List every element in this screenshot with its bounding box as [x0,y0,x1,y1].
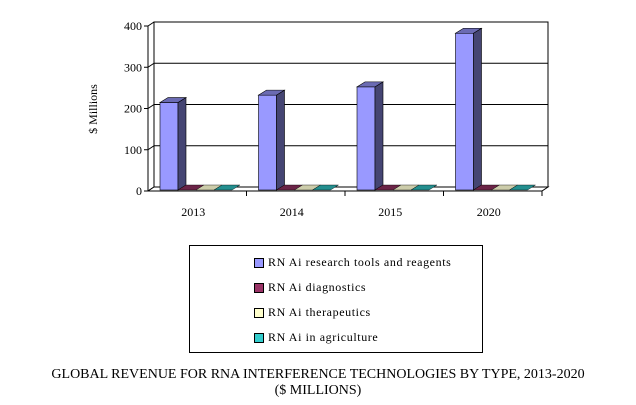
legend-item: RN Ai diagnostics [254,280,366,295]
y-tick-label: 200 [124,102,142,116]
legend-item: RN Ai in agriculture [254,330,378,345]
gridline-depth [147,104,155,109]
bar-top [355,81,385,88]
plot-floor [146,186,550,192]
y-tick-label: 100 [124,143,142,157]
legend-swatch-agriculture [254,332,264,343]
bar-zero [311,184,340,191]
bar-front [356,86,376,191]
chart-title: GLOBAL REVENUE FOR RNA INTERFERENCE TECH… [0,367,636,399]
x-tick-labels: 2013 2014 2015 2020 [181,205,501,219]
bar-top [158,97,188,103]
legend-label: RN Ai therapeutics [268,305,371,319]
x-tick-label: 2013 [181,205,205,219]
legend-swatch-diagnostics [254,282,264,293]
chart-title-line: GLOBAL REVENUE FOR RNA INTERFERENCE TECH… [51,367,585,382]
gridline-depth [147,62,155,68]
y-tick-label: 0 [136,184,142,198]
bar-side [276,89,285,191]
x-tick-label: 2015 [378,205,402,219]
bar-zero [508,184,537,191]
gridline-depth [147,21,155,27]
x-tick-label: 2020 [477,205,501,219]
bar-chart: 0 100 200 300 400 2013 2014 2015 2020 $ Million… [86,19,550,219]
gridline-depth [147,145,155,151]
bar-zero [213,184,241,191]
y-tick-label: 400 [124,19,142,33]
bars [158,27,537,191]
legend-label: RN Ai in agriculture [268,330,379,344]
bar-front [258,94,277,191]
legend-item: RN Ai therapeutics [254,305,371,320]
legend-swatch-research-tools [254,257,264,268]
chart-subtitle-line: ($ MILLIONS) [274,383,362,398]
x-tick-label: 2014 [280,205,304,219]
gridlines [147,21,549,192]
axes [144,25,550,196]
legend-swatch-therapeutics [254,307,264,318]
legend-label: RN Ai diagnostics [268,280,367,294]
bar-side [177,97,187,191]
legend: RN Ai research tools and reagents RN Ai … [189,245,483,353]
legend-label: RN Ai research tools and reagents [268,255,452,269]
bar-front [159,102,179,191]
bar-top [257,89,286,96]
y-tick-label: 300 [124,60,142,74]
y-axis-label: $ Millions [86,84,100,134]
y-tick-labels: 0 100 200 300 400 [124,19,142,198]
legend-item: RN Ai research tools and reagents [254,255,451,270]
bar-zero [410,184,438,191]
bar-side [473,27,482,191]
bar-front [455,32,474,191]
bar-top [454,27,483,34]
bar-side [374,81,384,191]
